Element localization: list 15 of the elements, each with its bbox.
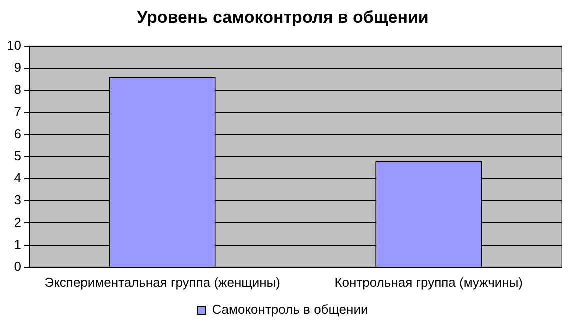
y-tick-label: 0 — [14, 258, 22, 274]
y-tick-label: 5 — [14, 148, 22, 164]
y-tick-label: 6 — [14, 126, 22, 142]
y-tick-label: 2 — [14, 214, 22, 230]
y-tick-label: 7 — [14, 104, 22, 120]
y-tick-label: 3 — [14, 192, 22, 208]
x-tick-label: Контрольная группа (мужчины) — [334, 274, 524, 290]
legend-label: Самоконтроль в общении — [212, 302, 368, 318]
y-tick-label: 10 — [6, 38, 22, 53]
y-tick-label: 9 — [14, 60, 22, 76]
chart-title: Уровень самоконтроля в общении — [137, 8, 429, 27]
x-tick-label: Экспериментальная группа (женщины) — [44, 274, 280, 290]
y-tick-label: 8 — [14, 82, 22, 98]
y-tick-label: 4 — [14, 170, 22, 186]
y-tick-label: 1 — [14, 236, 22, 252]
